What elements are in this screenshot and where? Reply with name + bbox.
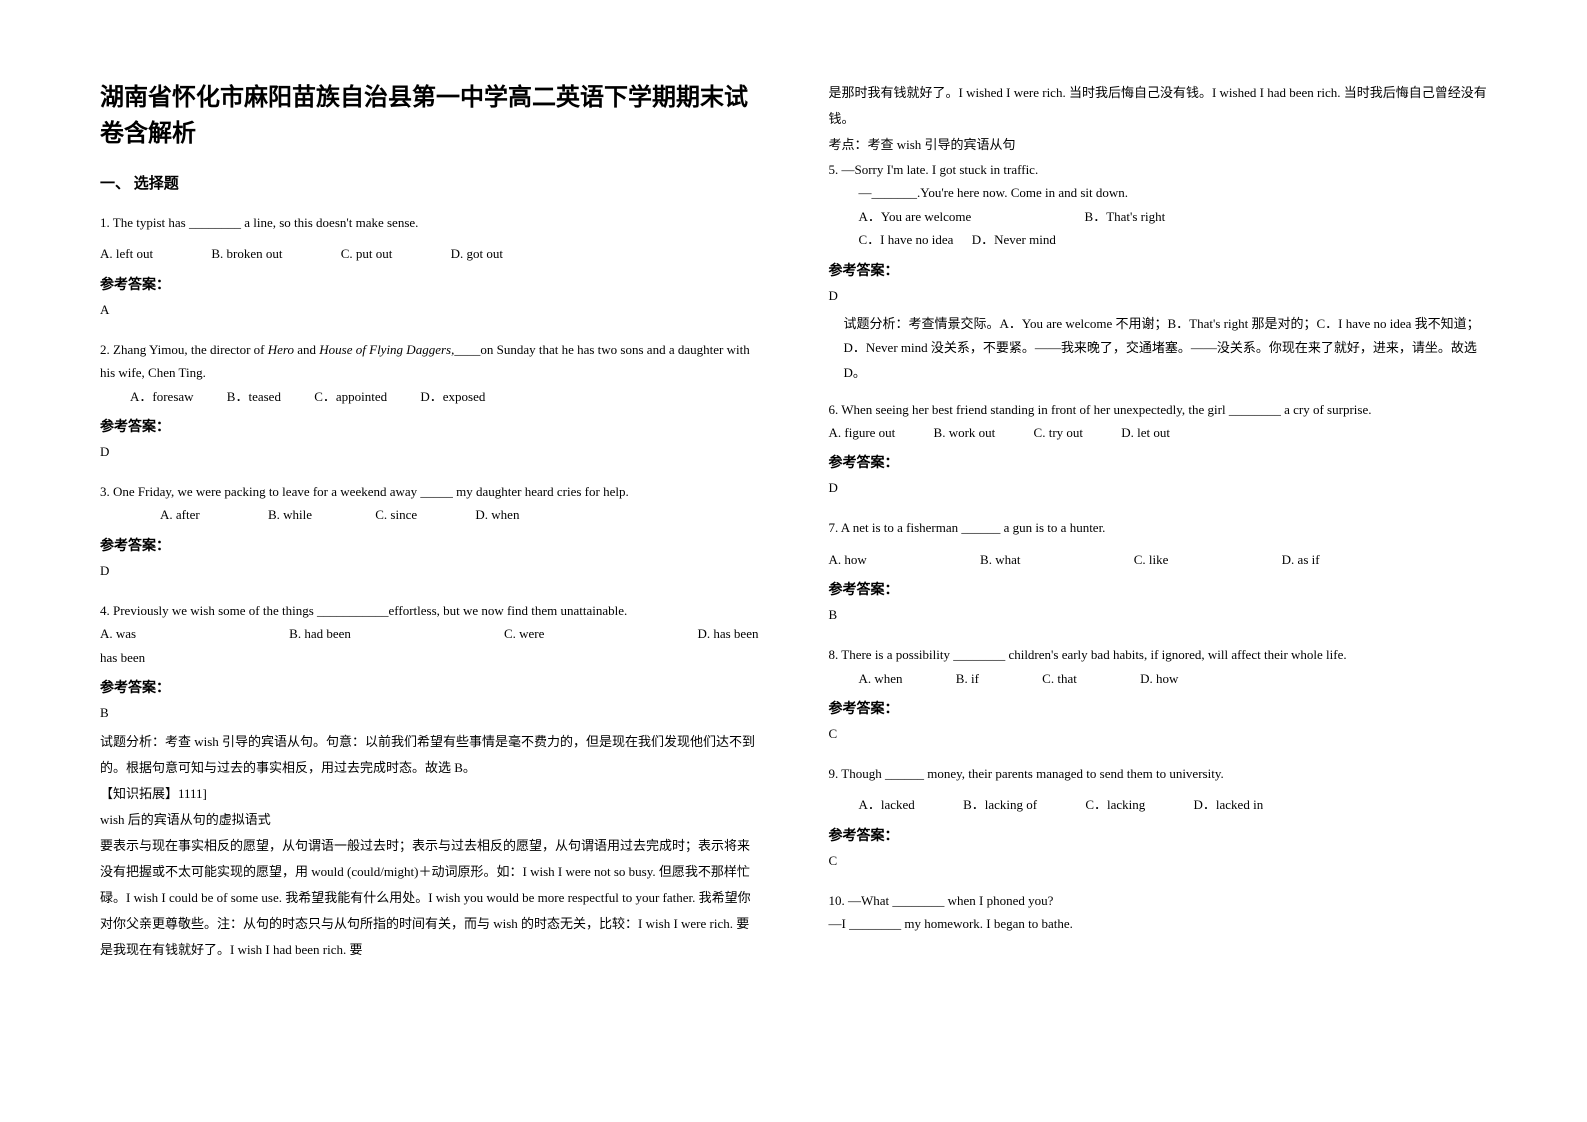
option-b: B．lacking of [963,797,1037,812]
options: A．lacked B．lacking of C．lacking D．lacked… [829,793,1488,816]
answer-header: 参考答案： [100,535,759,555]
options: A. figure out B. work out C. try out D. … [829,421,1488,444]
question-text: 10. —What ________ when I phoned you? [829,889,1488,912]
option-d: D. how [1140,671,1178,686]
answer: D [100,444,759,460]
option-d: D．exposed [420,389,485,404]
answer-header: 参考答案： [829,825,1488,845]
option-a: A. figure out [829,425,896,440]
option-c: C．lacking [1085,797,1145,812]
analysis: 试题分析：考查情景交际。A．You are welcome 不用谢；B．That… [829,312,1488,386]
options: A．You are welcome B．That's right [829,205,1488,228]
option-a: A. when [859,671,903,686]
option-b: B. while [268,507,312,522]
question-text: —I ________ my homework. I began to bath… [829,912,1488,935]
options: A. after B. while C. since D. when [100,503,759,526]
option-a: A．lacked [859,797,915,812]
option-a: A．foresaw [130,389,194,404]
option-c: C．appointed [314,389,387,404]
question-9: 9. Though ______ money, their parents ma… [829,762,1488,877]
options: C．I have no idea D．Never mind [829,228,1488,251]
answer: D [829,288,1488,304]
option-a: A. was [100,622,136,645]
option-d: D．lacked in [1194,797,1264,812]
answer-header: 参考答案： [829,698,1488,718]
option-c: C．I have no idea [859,232,954,247]
question-3: 3. One Friday, we were packing to leave … [100,480,759,587]
answer: A [100,302,759,318]
options: A. left out B. broken out C. put out D. … [100,242,759,265]
answer: D [100,563,759,579]
option-b: B．That's right [1085,209,1166,224]
option-c: C. since [375,507,417,522]
question-text: —_______.You're here now. Come in and si… [829,181,1488,204]
option-b: B．teased [227,389,281,404]
question-text: 8. There is a possibility ________ child… [829,643,1488,666]
section-header: 一、 选择题 [100,172,759,193]
document-title: 湖南省怀化市麻阳苗族自治县第一中学高二英语下学期期末试卷含解析 [100,80,759,152]
answer-header: 参考答案： [100,274,759,294]
answer: B [100,705,759,721]
option-b: B. what [980,552,1020,567]
option-d: D. when [475,507,519,522]
right-column: 是那时我有钱就好了。I wished I were rich. 当时我后悔自己没… [829,80,1488,1082]
answer-header: 参考答案： [829,579,1488,599]
option-d: D. got out [451,246,503,261]
answer-header: 参考答案： [829,452,1488,472]
sub-analysis: 要表示与现在事实相反的愿望，从句谓语一般过去时；表示与过去相反的愿望，从句谓语用… [100,833,759,963]
option-d: D. as if [1282,552,1320,567]
answer: C [829,853,1488,869]
question-text: 5. —Sorry I'm late. I got stuck in traff… [829,158,1488,181]
option-a: A. how [829,552,867,567]
question-text: 7. A net is to a fisherman ______ a gun … [829,516,1488,539]
question-text: 6. When seeing her best friend standing … [829,398,1488,421]
question-8: 8. There is a possibility ________ child… [829,643,1488,750]
question-6: 6. When seeing her best friend standing … [829,398,1488,505]
question-10: 10. —What ________ when I phoned you? —I… [829,889,1488,936]
option-d: D. let out [1121,425,1170,440]
option-b: B. had been [289,622,351,645]
q4-topic: 考点：考查 wish 引导的宾语从句 [829,132,1488,158]
options: A．foresaw B．teased C．appointed D．exposed [100,385,759,408]
answer-header: 参考答案： [100,677,759,697]
option-b: B. if [956,671,979,686]
sub-analysis: wish 后的宾语从句的虚拟语式 [100,807,759,833]
answer: C [829,726,1488,742]
options: A. was B. had been C. were D. has been [100,622,759,645]
question-4: 4. Previously we wish some of the things… [100,599,759,963]
option-c: C. like [1134,552,1169,567]
question-text: 4. Previously we wish some of the things… [100,599,759,622]
option-c: C. were [504,622,544,645]
answer-header: 参考答案： [829,260,1488,280]
option-c: C. put out [341,246,393,261]
option-b: B. broken out [211,246,282,261]
option-a: A. after [160,507,200,522]
option-c: C. that [1042,671,1077,686]
option-a: A．You are welcome [859,209,972,224]
question-text: 2. Zhang Yimou, the director of Hero and… [100,338,759,385]
question-text: 9. Though ______ money, their parents ma… [829,762,1488,785]
option-d: D．Never mind [972,232,1056,247]
options: A. how B. what C. like D. as if [829,548,1488,571]
question-7: 7. A net is to a fisherman ______ a gun … [829,516,1488,631]
question-5: 5. —Sorry I'm late. I got stuck in traff… [829,158,1488,386]
options: A. when B. if C. that D. how [829,667,1488,690]
option-d: D. has been [697,622,758,645]
analysis: 试题分析：考查 wish 引导的宾语从句。句意：以前我们希望有些事情是毫不费力的… [100,729,759,781]
question-text: 3. One Friday, we were packing to leave … [100,480,759,503]
option-b: B. work out [934,425,996,440]
expand-header: 【知识拓展】1111] [100,781,759,807]
option-a: A. left out [100,246,153,261]
option-d-cont: has been [100,646,759,669]
question-text: 1. The typist has ________ a line, so th… [100,211,759,234]
answer: B [829,607,1488,623]
option-c: C. try out [1034,425,1083,440]
left-column: 湖南省怀化市麻阳苗族自治县第一中学高二英语下学期期末试卷含解析 一、 选择题 1… [100,80,759,1082]
q4-continuation: 是那时我有钱就好了。I wished I were rich. 当时我后悔自己没… [829,80,1488,132]
question-2: 2. Zhang Yimou, the director of Hero and… [100,338,759,468]
answer: D [829,480,1488,496]
answer-header: 参考答案： [100,416,759,436]
question-1: 1. The typist has ________ a line, so th… [100,211,759,326]
